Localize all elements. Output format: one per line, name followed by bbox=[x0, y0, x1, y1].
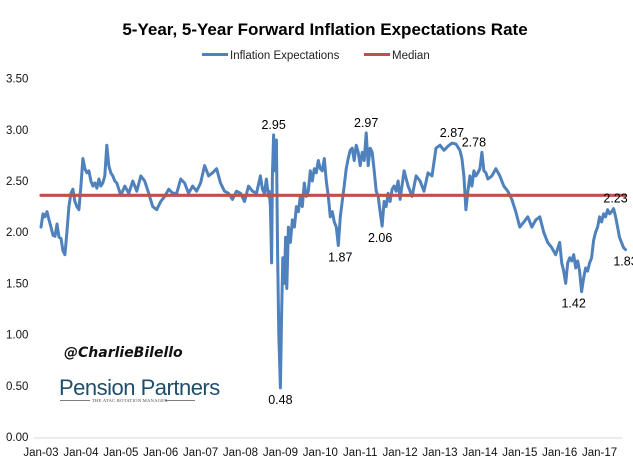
pension-partners-logo: Pension Partners bbox=[59, 375, 220, 400]
y-tick-label: 3.00 bbox=[6, 125, 28, 137]
x-tick-label: Jan-17 bbox=[582, 447, 617, 459]
legend-label-inflation-expectations: Inflation Expectations bbox=[230, 50, 340, 62]
legend: Inflation Expectations Median bbox=[202, 50, 430, 62]
chart-title: 5-Year, 5-Year Forward Inflation Expecta… bbox=[122, 20, 527, 39]
twitter-handle: @CharlieBilello bbox=[64, 345, 183, 361]
y-tick-label: 2.00 bbox=[6, 227, 28, 239]
y-tick-label: 0.50 bbox=[6, 381, 28, 393]
x-tick-label: Jan-10 bbox=[303, 447, 338, 459]
data-label: 0.48 bbox=[268, 393, 292, 407]
y-tick-label: 2.50 bbox=[6, 176, 28, 188]
x-tick-label: Jan-14 bbox=[462, 447, 498, 459]
series-layer bbox=[39, 131, 628, 390]
series-line-inflation-expectations bbox=[39, 131, 627, 390]
y-tick-label: 3.50 bbox=[6, 74, 28, 86]
y-axis: 0.00 0.50 1.00 1.50 2.00 2.50 3.00 3.50 bbox=[6, 74, 28, 444]
x-tick-label: Jan-12 bbox=[383, 447, 418, 459]
data-label: 1.87 bbox=[328, 251, 352, 265]
x-tick-label: Jan-13 bbox=[422, 447, 457, 459]
logo-tagline: THE ATAC ROTATION MANAGER bbox=[92, 398, 168, 403]
data-label: 2.87 bbox=[440, 126, 464, 140]
legend-label-median: Median bbox=[392, 50, 430, 62]
x-tick-label: Jan-05 bbox=[103, 447, 138, 459]
x-tick-label: Jan-11 bbox=[343, 447, 377, 459]
x-axis: Jan-03 Jan-04 Jan-05 Jan-06 Jan-07 Jan-08 Jan-… bbox=[23, 447, 617, 459]
data-label: 2.95 bbox=[261, 118, 285, 132]
x-tick-label: Jan-15 bbox=[502, 447, 537, 459]
data-labels: 2.95 0.48 1.87 2.97 2.06 2.872.78 1.42 2.23 1.83 bbox=[261, 116, 633, 407]
data-label: 2.23 bbox=[603, 192, 627, 206]
data-label: 2.06 bbox=[368, 231, 392, 245]
y-tick-label: 1.50 bbox=[6, 278, 28, 290]
data-label: 1.83 bbox=[613, 255, 633, 269]
x-tick-label: Jan-07 bbox=[183, 447, 218, 459]
x-tick-label: Jan-16 bbox=[542, 447, 577, 459]
x-tick-label: Jan-08 bbox=[223, 447, 258, 459]
data-label: 2.97 bbox=[354, 116, 378, 130]
x-tick-label: Jan-04 bbox=[63, 447, 99, 459]
data-label: 2.78 bbox=[462, 135, 486, 149]
data-label: 1.42 bbox=[561, 297, 585, 311]
watermark: @CharlieBilello Pension Partners THE ATA… bbox=[59, 345, 221, 403]
y-tick-label: 0.00 bbox=[6, 432, 28, 444]
x-tick-label: Jan-03 bbox=[23, 447, 58, 459]
x-tick-label: Jan-06 bbox=[143, 447, 178, 459]
x-tick-label: Jan-09 bbox=[263, 447, 298, 459]
y-tick-label: 1.00 bbox=[6, 330, 28, 342]
